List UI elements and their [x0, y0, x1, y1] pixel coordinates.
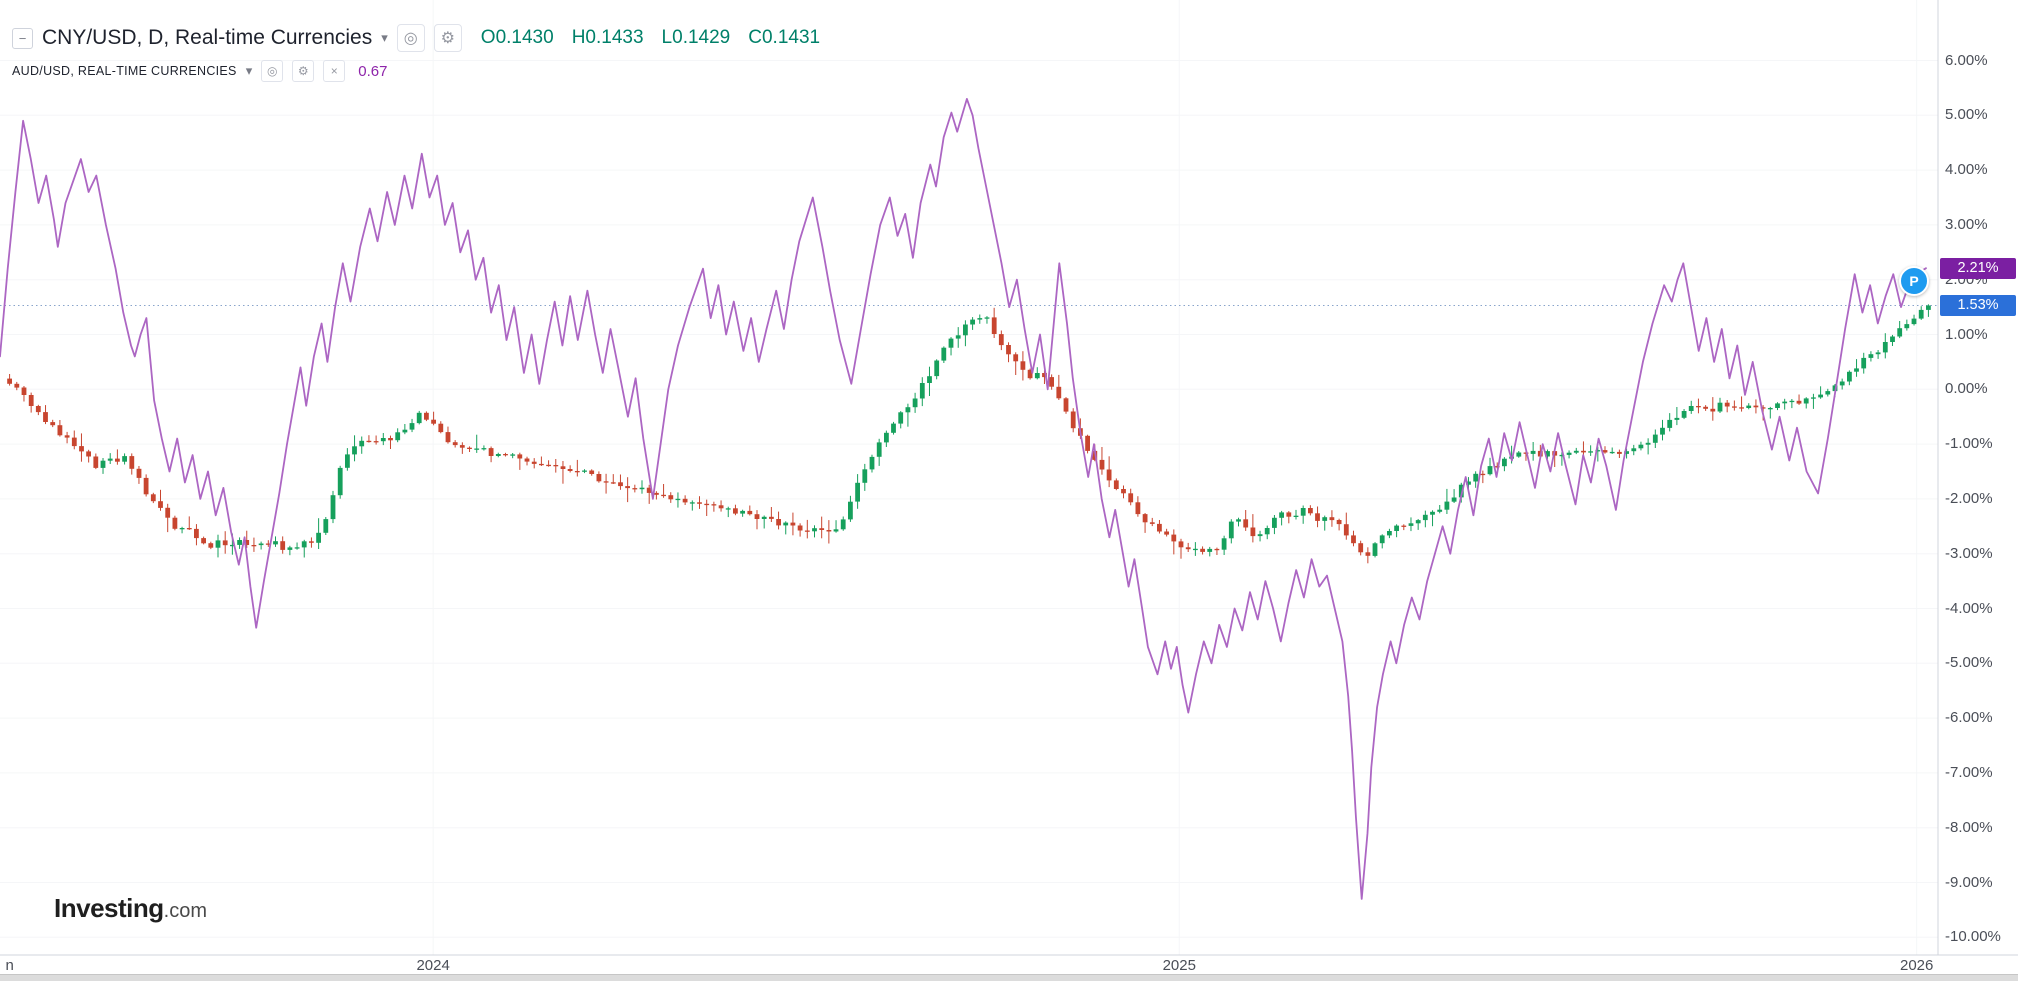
price-axis-label: 5.00% [1945, 106, 1988, 124]
overlay-correlation-value: 0.67 [358, 62, 388, 80]
low-value: L0.1429 [661, 27, 731, 48]
overlay-last-price-badge: 2.21% [1940, 257, 2016, 279]
price-axis-label: 1.00% [1945, 325, 1988, 343]
price-axis[interactable]: 6.00% 5.00% 4.00% 3.00% 2.00% 1.00% 0.00% -1.00… [1938, 0, 2018, 955]
time-axis-label: 2026 [1899, 957, 1934, 974]
price-axis-label: -5.00% [1945, 654, 1993, 672]
series-settings-button[interactable]: ⚙ [433, 24, 462, 52]
chevron-down-icon[interactable]: ▾ [381, 30, 388, 45]
minus-icon: − [18, 30, 27, 46]
high-value: H0.1433 [571, 27, 644, 48]
series-end-marker[interactable]: P [1899, 266, 1929, 297]
overlay-symbol-title[interactable]: AUD/USD, REAL-TIME CURRENCIES [12, 64, 237, 78]
chevron-down-icon[interactable]: ▾ [245, 63, 253, 78]
hide-series-button[interactable]: ◎ [396, 24, 425, 52]
open-value: O0.1430 [480, 27, 554, 48]
overlay-settings-button[interactable]: ⚙ [292, 60, 315, 82]
price-axis-label: 0.00% [1945, 380, 1988, 398]
time-axis-label: 2024 [416, 957, 450, 974]
logo-text-suffix: .com [163, 900, 207, 922]
main-symbol-legend: − CNY/USD, D, Real-time Currencies ▾ ◎ ⚙… [12, 24, 820, 52]
time-axis-label: 2025 [1162, 957, 1196, 974]
logo-text-main: Investing [54, 893, 164, 923]
symbol-title[interactable]: CNY/USD, D, Real-time Currencies [42, 26, 373, 49]
price-axis-label: 4.00% [1945, 161, 1988, 179]
time-axis-scrollbar[interactable] [0, 974, 2018, 981]
price-axis-label: -1.00% [1945, 435, 1993, 453]
price-axis-label: -7.00% [1945, 763, 1993, 781]
gear-icon: ⚙ [440, 30, 455, 47]
price-axis-label: -10.00% [1945, 928, 2001, 946]
hollow-circle-icon: ◎ [266, 64, 278, 78]
overlay-symbol-legend: AUD/USD, REAL-TIME CURRENCIES ▾ ◎ ⚙ × 0.… [12, 60, 387, 82]
remove-overlay-button[interactable]: × [323, 60, 346, 82]
price-axis-label: -2.00% [1945, 489, 1993, 507]
price-axis-label: -6.00% [1945, 709, 1993, 727]
gear-icon: ⚙ [297, 64, 309, 78]
investing-logo[interactable]: Investing .com [54, 893, 207, 924]
close-icon: × [330, 64, 338, 78]
price-axis-label: -8.00% [1945, 818, 1993, 836]
time-axis-label: n [5, 957, 14, 974]
price-axis-label: 3.00% [1945, 215, 1988, 233]
price-axis-label: -9.00% [1945, 873, 1993, 891]
close-value: C0.1431 [748, 27, 821, 48]
price-axis-label: 6.00% [1945, 51, 1988, 69]
collapse-panel-button[interactable]: − [12, 27, 33, 49]
hollow-circle-icon: ◎ [403, 30, 418, 47]
price-axis-label: -4.00% [1945, 599, 1993, 617]
time-axis[interactable]: n 2024 2025 2026 [0, 955, 2018, 974]
ohlc-values: O0.1430 H0.1433 L0.1429 C0.1431 [481, 27, 820, 49]
price-axis-label: -3.00% [1945, 544, 1993, 562]
main-last-price-badge: 1.53% [1940, 294, 2016, 316]
hide-overlay-button[interactable]: ◎ [261, 60, 284, 82]
